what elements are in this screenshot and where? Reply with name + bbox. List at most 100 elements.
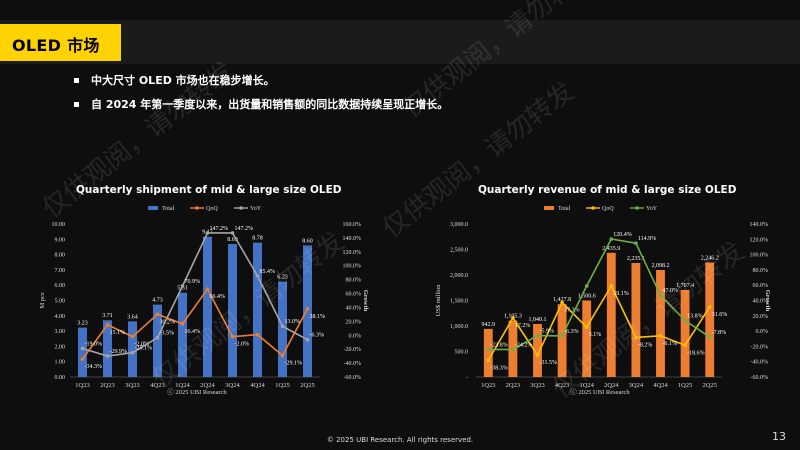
revenue-legend-label: QoQ [602, 206, 614, 212]
revenue-y2-tick-label: 120.0% [750, 237, 769, 243]
revenue-qoq-line [487, 284, 711, 361]
shipment-qoq-label: 66.4% [210, 294, 226, 300]
shipment-yoy-point [305, 337, 310, 342]
revenue-x-tick-label: 1Q25 [678, 382, 692, 389]
shipment-yoy-point [230, 231, 235, 235]
revenue-x-tick-label: 4Q24 [653, 382, 668, 389]
shipment-bar-label: 3.64 [127, 314, 138, 320]
shipment-yoy-label: 85.4% [260, 269, 276, 275]
revenue-yoy-point [560, 334, 564, 338]
revenue-yoy-label: 13.8% [687, 314, 703, 320]
shipment-bar-label: 8.78 [252, 236, 263, 242]
revenue-y-axis-label: US$ million [435, 284, 442, 317]
shipment-y2-tick-label: 80.0% [346, 278, 362, 284]
shipment-y2-axis-label: Growth [362, 290, 369, 312]
shipment-bar [278, 281, 287, 377]
shipment-yoy-line [82, 232, 308, 357]
shipment-y2-tick-label: 100.0% [343, 264, 362, 270]
shipment-y2-tick-label: 140.0% [343, 236, 362, 242]
shipment-yoy-label: -19.0% [85, 341, 103, 347]
revenue-qoq-label: 37.3% [564, 308, 580, 314]
shipment-legend-marker [195, 206, 199, 210]
shipment-qoq-point [80, 357, 85, 361]
shipment-yoy-label: 70.9% [185, 279, 201, 285]
shipment-x-tick-label: 4Q23 [150, 382, 164, 389]
shipment-y2-tick-label: 20.0% [346, 319, 362, 325]
revenue-x-tick-label: 1Q23 [481, 382, 495, 389]
shipment-y2-tick-label: 40.0% [346, 305, 362, 311]
shipment-yoy-label: 147.2% [235, 226, 254, 232]
shipment-x-tick-label: 3Q24 [225, 382, 240, 389]
shipment-bar [128, 321, 137, 377]
shipment-x-tick-label: 2Q23 [100, 382, 114, 389]
shipment-y-tick-label: 2.00 [55, 344, 66, 350]
shipment-source-note: ⓒ 2025 UBI Research [167, 388, 227, 396]
revenue-yoy-label: -23.8% [490, 342, 508, 348]
shipment-qoq-point [155, 312, 160, 317]
shipment-qoq-label: -2.0% [135, 342, 150, 348]
revenue-bar-label: 2,098.2 [652, 263, 670, 269]
shipment-y-axis-label: M pcs [39, 292, 46, 309]
revenue-qoq-label: 5.1% [589, 332, 602, 338]
revenue-bar-label: 2,246.2 [701, 255, 719, 261]
shipment-qoq-line [81, 287, 309, 360]
revenue-yoy-label: 114.9% [638, 236, 656, 242]
shipment-qoq-label: -2.0% [235, 342, 250, 348]
revenue-y2-tick-label: 40.0% [753, 299, 769, 305]
revenue-yoy-line [488, 238, 711, 351]
bullet-2-text: 自 2024 年第一季度以来，出货量和销售额的同比数据持续呈现正增长。 [91, 98, 449, 111]
revenue-legend-label: Total [558, 206, 571, 212]
shipment-yoy-point [255, 274, 260, 278]
revenue-bar-label: 1,707.4 [676, 283, 694, 289]
shipment-y2-tick-label: -60.0% [344, 375, 362, 381]
revenue-qoq-label: 31.6% [712, 312, 728, 318]
shipment-qoq-point [130, 334, 135, 339]
shipment-bar [303, 245, 312, 377]
shipment-qoq-label: -34.3% [85, 364, 103, 370]
shipment-bar [103, 320, 112, 377]
slide-title: OLED 市场 [12, 36, 100, 55]
revenue-bar [680, 289, 690, 377]
revenue-qoq-point [707, 305, 712, 309]
revenue-y2-tick-label: 20.0% [753, 314, 769, 320]
shipment-legend-label: QoQ [206, 206, 218, 212]
revenue-bar [705, 262, 715, 377]
shipment-yoy-point [205, 231, 210, 235]
revenue-x-tick-label: 1Q24 [579, 382, 594, 389]
bullet-2: 自 2024 年第一季度以来，出货量和销售额的同比数据持续呈现正增长。 [74, 96, 448, 112]
shipment-bar-label: 3.71 [102, 313, 113, 319]
revenue-legend-marker [635, 206, 639, 210]
bullet-1-text: 中大尺寸 OLED 市场也在稳步增长。 [91, 74, 275, 87]
shipment-y-tick-label: 10.00 [52, 222, 66, 228]
shipment-yoy-label: -6.3% [310, 333, 325, 339]
shipment-yoy-point [80, 346, 85, 351]
revenue-yoy-point [609, 237, 614, 241]
revenue-yoy-point [535, 333, 540, 338]
revenue-y-tick-label: 1,000.0 [450, 324, 468, 330]
shipment-x-tick-label: 2Q25 [300, 382, 314, 389]
shipment-y2-tick-label: -20.0% [344, 347, 362, 353]
revenue-yoy-point [707, 335, 712, 339]
revenue-qoq-point [609, 284, 614, 288]
revenue-y2-tick-label: -40.0% [751, 360, 769, 366]
shipment-qoq-point [305, 306, 310, 311]
revenue-y2-tick-label: 60.0% [753, 283, 769, 289]
revenue-yoy-point [486, 347, 491, 352]
shipment-y-tick-label: 6.00 [55, 283, 66, 289]
revenue-qoq-point [584, 325, 589, 329]
bullet-square-icon [74, 101, 79, 107]
shipment-y-tick-label: 0.00 [55, 375, 66, 381]
shipment-y2-tick-label: 60.0% [346, 292, 362, 298]
revenue-yoy-label: -6.3% [564, 329, 579, 335]
revenue-yoy-point [511, 347, 515, 352]
revenue-bar-label: 1,040.1 [529, 317, 547, 323]
revenue-y2-tick-label: 80.0% [753, 268, 769, 274]
shipment-bar [203, 236, 212, 377]
shipment-bar-label: 3.23 [77, 321, 88, 327]
revenue-qoq-label: -31.5% [540, 360, 558, 366]
shipment-qoq-point [255, 332, 260, 337]
shipment-qoq-label: 15.1% [110, 330, 126, 336]
revenue-y-tick-label: 1,500.0 [450, 299, 468, 305]
revenue-bar [631, 263, 641, 377]
